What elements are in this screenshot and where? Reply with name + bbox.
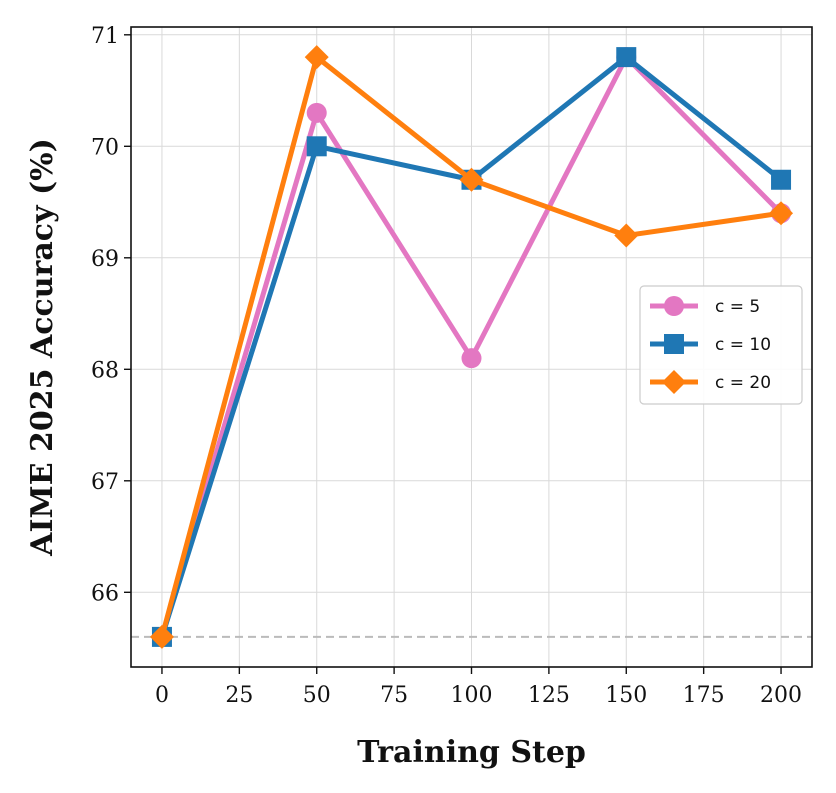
data-point-square <box>306 136 327 157</box>
data-point-diamond <box>614 223 639 248</box>
x-tick-label: 175 <box>683 683 725 708</box>
legend: c = 5 c = 10 c = 20 <box>639 285 803 405</box>
x-axis-ticks: 0 25 50 75 100 125 150 175 200 <box>155 667 802 708</box>
data-point-diamond <box>304 45 329 70</box>
legend-swatch-square <box>664 334 684 354</box>
data-point-square <box>771 169 792 190</box>
x-tick-label: 200 <box>760 683 802 708</box>
y-tick-label: 68 <box>91 358 119 383</box>
legend-swatch-diamond <box>662 370 686 394</box>
y-axis-ticks: 66 67 68 69 70 71 <box>91 24 131 606</box>
y-tick-label: 66 <box>91 581 119 606</box>
x-tick-label: 50 <box>303 683 331 708</box>
x-tick-label: 25 <box>225 683 253 708</box>
data-point-diamond <box>149 624 174 649</box>
legend-box <box>639 285 803 405</box>
x-tick-label: 0 <box>155 683 169 708</box>
data-point-square <box>616 47 637 68</box>
legend-label: c = 20 <box>715 373 771 393</box>
data-point-circle <box>306 102 327 123</box>
y-tick-label: 67 <box>91 470 119 495</box>
y-tick-label: 69 <box>91 247 119 272</box>
series-layer <box>149 45 794 649</box>
y-tick-label: 70 <box>91 135 119 160</box>
data-point-circle <box>461 348 482 369</box>
series-2 <box>149 45 794 649</box>
legend-label: c = 10 <box>715 335 771 355</box>
data-point-diamond <box>459 167 484 192</box>
y-tick-label: 71 <box>91 24 119 49</box>
legend-swatch-circle <box>664 296 684 316</box>
x-tick-label: 75 <box>380 683 408 708</box>
y-axis-title: AIME 2025 Accuracy (%) <box>25 138 60 557</box>
data-point-diamond <box>769 201 794 226</box>
x-tick-label: 150 <box>605 683 647 708</box>
x-tick-label: 100 <box>451 683 493 708</box>
x-tick-label: 125 <box>528 683 570 708</box>
legend-label: c = 5 <box>715 297 760 317</box>
x-axis-title: Training Step <box>357 735 586 770</box>
